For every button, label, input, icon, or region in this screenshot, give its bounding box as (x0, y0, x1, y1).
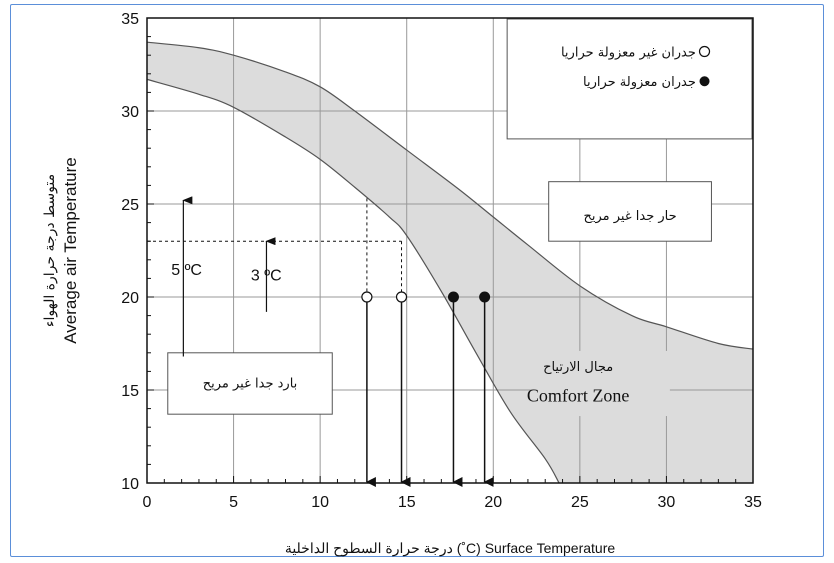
x-tick-label: 20 (484, 494, 502, 511)
delta-5-annotation: 5 ºC (171, 262, 202, 279)
figure-frame (10, 4, 824, 557)
x-tick-label: 0 (143, 494, 152, 511)
x-tick-label: 5 (229, 494, 238, 511)
insulated-point-marker (447, 291, 459, 303)
cold-zone-box: بارد جدا غير مريح (167, 352, 333, 415)
upper-boundary-curve (146, 41, 754, 350)
y-axis-title-arabic: متوسط درجة حرارة الهواء (42, 174, 58, 327)
y-tick-label: 20 (121, 290, 139, 307)
legend-filled-circle-marker (699, 76, 710, 87)
x-tick-label: 10 (311, 494, 329, 511)
legend-insulated-label: جدران معزولة حراريا (583, 75, 696, 90)
x-tick-label: 25 (571, 494, 589, 511)
hot-zone-box: حار جدا غير مريح (548, 181, 712, 242)
y-axis-title-english: Average air Temperature (61, 157, 80, 343)
y-tick-label: 30 (121, 104, 139, 121)
arrows-group (182, 196, 494, 487)
data-markers (361, 291, 491, 303)
y-tick-label: 35 (121, 11, 139, 28)
insulated-point-marker (479, 291, 491, 303)
legend-open-circle-marker (698, 45, 711, 58)
uninsulated-point-marker (361, 291, 373, 303)
legend-box: جدران غير معزولة حراريا جدران معزولة حرا… (506, 18, 753, 140)
axis-ticks: 0 5 10 15 20 25 30 35 10 15 20 25 30 35 (121, 11, 762, 511)
legend-uninsulated-label: جدران غير معزولة حراريا (561, 45, 696, 60)
hot-zone-label: حار جدا غير مريح (583, 209, 676, 224)
comfort-zone-arabic-label: مجال الارتياح (543, 360, 613, 375)
x-tick-label: 30 (658, 494, 676, 511)
y-tick-label: 25 (121, 197, 139, 214)
comfort-zone-english-label: Comfort Zone (527, 386, 629, 406)
comfort-zone-label-group: مجال الارتياح Comfort Zone (527, 350, 670, 417)
delta-3-annotation: 3 ºC (251, 268, 282, 285)
lower-boundary-curve (146, 78, 560, 484)
x-tick-label: 35 (744, 494, 762, 511)
x-tick-label: 15 (398, 494, 416, 511)
uninsulated-point-marker (395, 291, 408, 303)
y-tick-label: 15 (121, 383, 139, 400)
cold-zone-label: بارد جدا غير مريح (203, 377, 298, 392)
axes-frame (146, 17, 754, 484)
y-tick-label: 10 (121, 476, 139, 493)
x-axis-title: درجة حرارة السطوح الداخلية (˚C) Surface … (285, 540, 616, 557)
